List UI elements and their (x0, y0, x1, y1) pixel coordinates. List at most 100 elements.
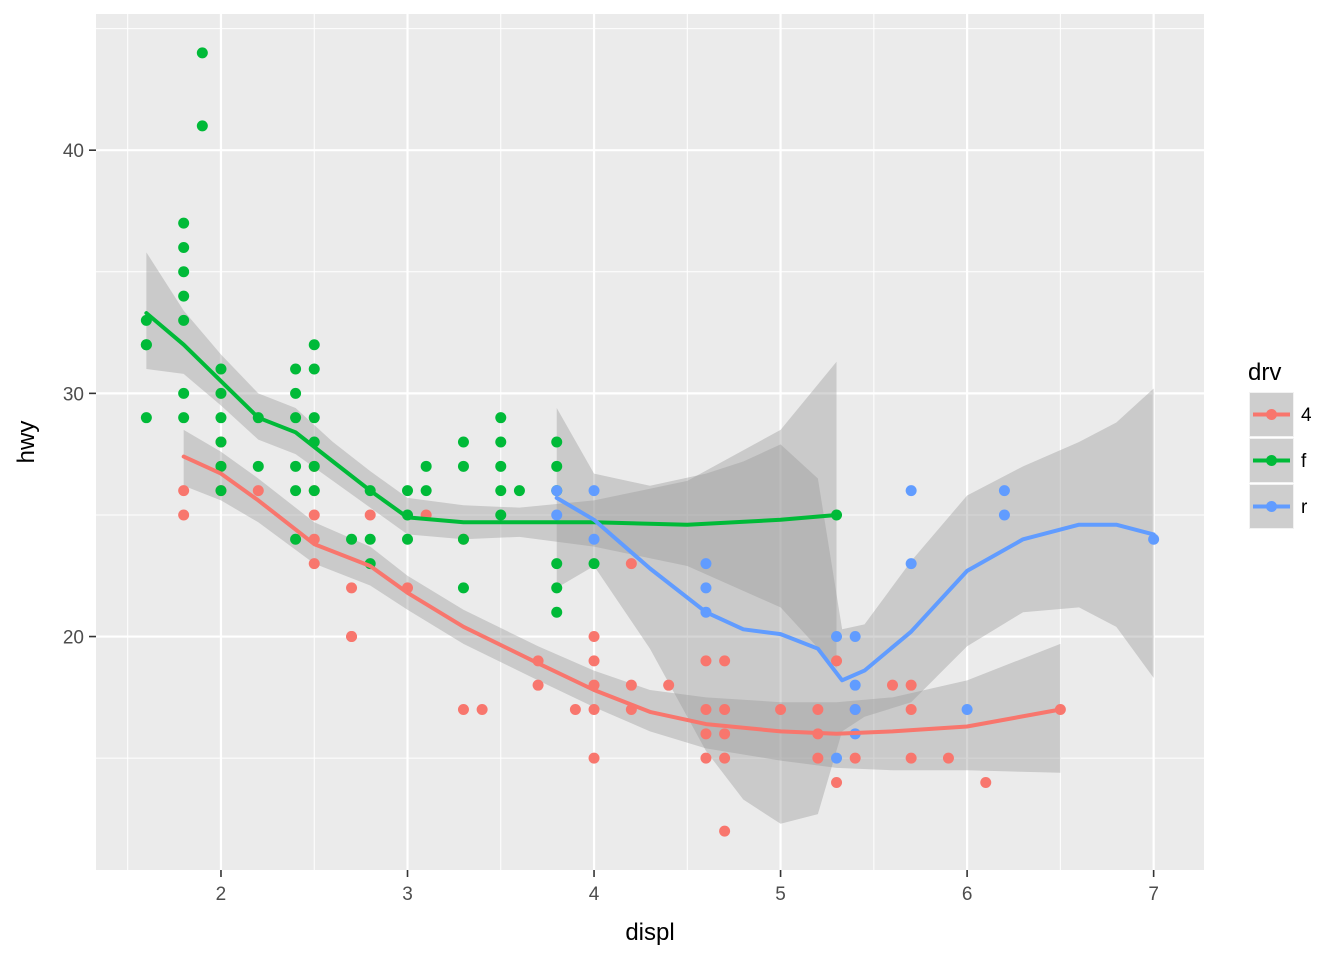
x-tick-label: 6 (962, 884, 973, 905)
data-point-f (457, 533, 469, 545)
data-point-f (196, 120, 208, 132)
y-axis-title: hwy (13, 421, 40, 464)
smooth-lines (144, 311, 1156, 736)
legend: drv 4 f r (1248, 359, 1312, 529)
data-point-r (831, 752, 843, 764)
data-point-4 (719, 728, 731, 740)
data-point-f (290, 387, 302, 399)
data-point-f (308, 412, 320, 424)
data-point-f (457, 582, 469, 594)
data-point-f (178, 241, 190, 253)
x-axis-title: displ (625, 919, 674, 946)
data-point-f (346, 533, 358, 545)
data-point-f (402, 533, 414, 545)
legend-label: f (1301, 451, 1307, 472)
data-point-f (290, 485, 302, 497)
data-point-f (290, 363, 302, 375)
smooth-line-f (144, 311, 839, 527)
data-point-f (290, 533, 302, 545)
data-point-f (495, 460, 507, 472)
data-point-f (457, 460, 469, 472)
data-point-r (1148, 533, 1160, 545)
data-point-4 (476, 704, 488, 715)
data-point-4 (588, 655, 600, 667)
legend-title: drv (1248, 359, 1281, 386)
x-tick-label: 7 (1148, 884, 1159, 905)
data-point-4 (308, 558, 320, 570)
data-point-f (178, 266, 190, 278)
data-point-4 (980, 776, 992, 788)
data-point-4 (831, 655, 843, 667)
data-point-f (495, 436, 507, 448)
data-point-4 (178, 509, 190, 521)
data-point-f (420, 460, 432, 472)
data-point-f (420, 485, 432, 497)
data-point-r (905, 558, 917, 570)
data-point-f (495, 509, 507, 521)
data-point-4 (719, 655, 731, 667)
data-point-4 (849, 752, 861, 764)
x-tick-label: 4 (589, 884, 600, 905)
data-point-f (290, 460, 302, 472)
data-point-f (308, 485, 320, 497)
data-point-f (178, 412, 190, 424)
legend-label: 4 (1301, 405, 1312, 426)
data-point-4 (178, 485, 190, 497)
data-point-f (215, 387, 227, 399)
data-point-r (700, 558, 712, 570)
data-point-f (588, 558, 600, 570)
data-point-4 (719, 752, 731, 764)
data-point-4 (625, 558, 637, 570)
data-point-4 (700, 655, 712, 667)
panel-background (96, 14, 1204, 870)
data-point-4 (532, 679, 544, 691)
data-point-4 (905, 679, 917, 691)
data-point-4 (346, 631, 358, 643)
data-point-f (402, 485, 414, 497)
smooth-line-4 (181, 454, 1063, 736)
data-point-4 (700, 752, 712, 764)
legend-key-point (1266, 455, 1277, 466)
data-point-r (998, 509, 1010, 521)
y-tick-label: 30 (63, 384, 84, 405)
data-point-r (551, 509, 563, 521)
data-point-r (588, 533, 600, 545)
data-point-f (308, 460, 320, 472)
data-point-4 (457, 704, 469, 715)
data-point-r (831, 631, 843, 643)
data-point-4 (625, 679, 637, 691)
data-point-f (215, 363, 227, 375)
data-point-f (551, 436, 563, 448)
data-point-r (961, 704, 973, 715)
data-point-f (215, 436, 227, 448)
data-point-4 (942, 752, 954, 764)
data-point-4 (364, 509, 376, 521)
legend-label: r (1301, 497, 1308, 518)
data-point-4 (812, 704, 824, 715)
data-point-4 (700, 704, 712, 715)
data-point-4 (700, 728, 712, 740)
data-point-f (308, 363, 320, 375)
data-point-f (551, 460, 563, 472)
data-point-4 (663, 679, 675, 691)
data-point-f (215, 460, 227, 472)
data-point-r (849, 679, 861, 691)
data-point-f (551, 582, 563, 594)
data-point-f (457, 436, 469, 448)
data-point-f (196, 47, 208, 59)
data-point-f (495, 412, 507, 424)
axes: 2 3 4 5 6 7 20 30 40 (63, 141, 1159, 905)
legend-key-point (1266, 501, 1277, 512)
data-point-r (849, 704, 861, 715)
data-point-f (178, 314, 190, 326)
data-point-4 (588, 631, 600, 643)
data-point-f (140, 412, 152, 424)
data-point-f (364, 533, 376, 545)
data-point-f (308, 339, 320, 351)
data-point-r (551, 485, 563, 497)
data-point-f (178, 290, 190, 302)
smooth-line-r (554, 495, 1156, 683)
x-tick-label: 3 (402, 884, 413, 905)
confidence-band-4 (183, 429, 1061, 773)
x-tick-label: 2 (216, 884, 227, 905)
